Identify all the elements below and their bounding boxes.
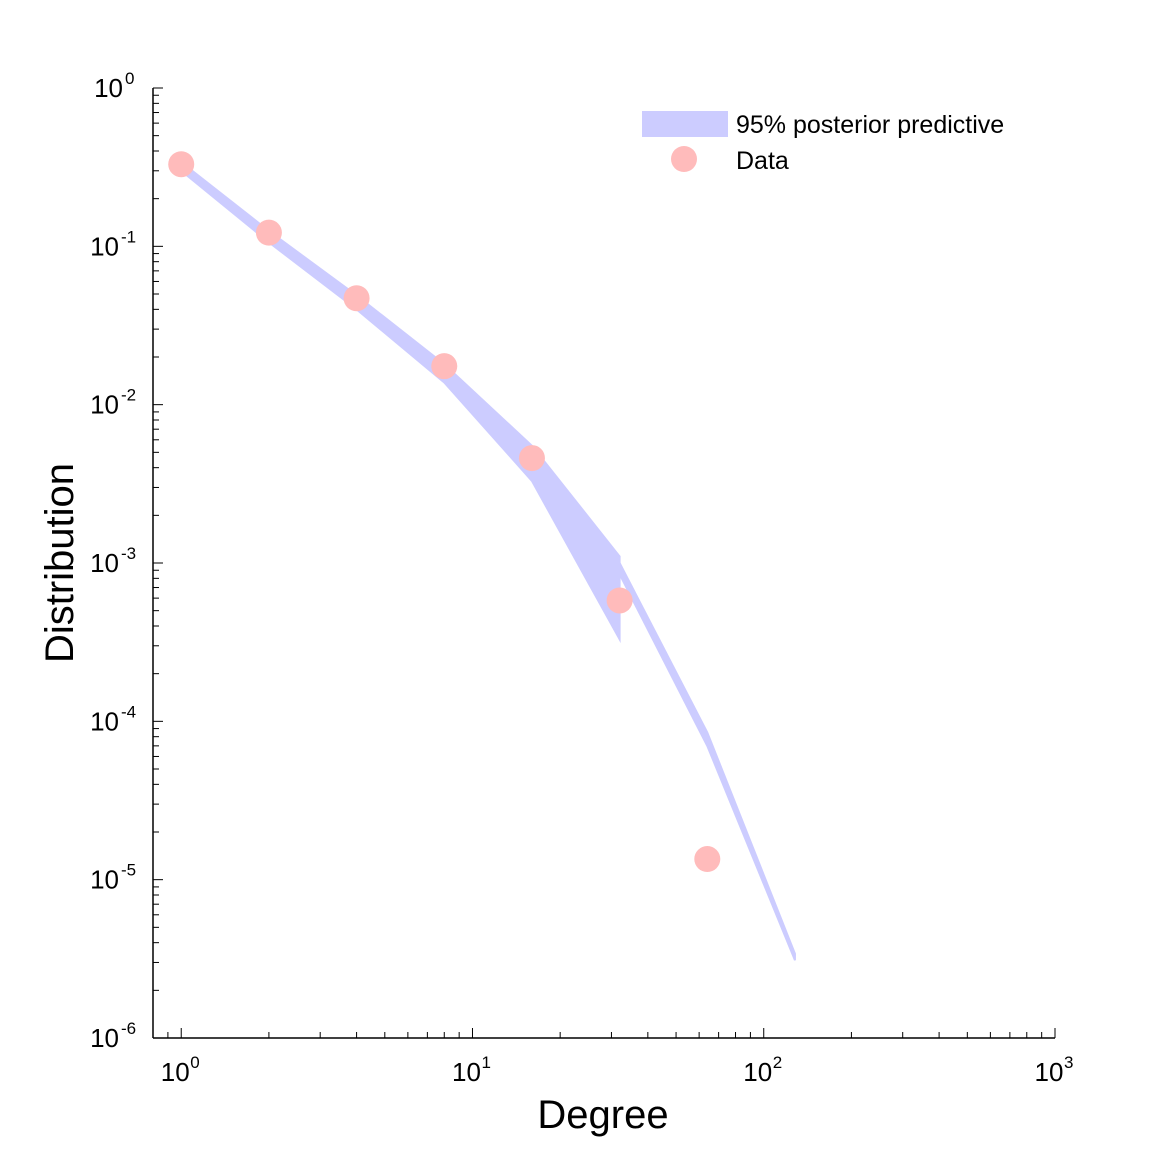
data-point: [518, 445, 545, 472]
band-segment-2: [618, 562, 796, 961]
y-tick-exponent: -1: [121, 227, 136, 246]
legend-data-label: Data: [736, 147, 789, 175]
y-tick-label: 10 -2: [90, 386, 136, 420]
y-tick-base: 10: [94, 73, 123, 103]
y-tick-label: 10 -6: [90, 1019, 136, 1053]
data-point: [606, 587, 633, 614]
y-tick-label: 10 0: [94, 69, 134, 103]
data-point: [343, 285, 370, 312]
y-tick-exponent: -5: [121, 861, 136, 880]
x-tick-base: 10: [161, 1057, 190, 1087]
data-point: [255, 219, 282, 246]
data-point: [694, 846, 721, 873]
y-tick-exponent: -4: [121, 702, 136, 721]
x-axis-title: Degree: [537, 1093, 668, 1137]
y-tick-base: 10: [90, 865, 119, 895]
y-tick-label: 10 -4: [90, 702, 136, 736]
x-axis-ticks: 10 0 10 1 10 2 10 3: [152, 1028, 1074, 1087]
posterior-predictive-band: [180, 160, 796, 961]
x-tick-exponent: 3: [1064, 1053, 1073, 1072]
x-tick-label: 10 3: [1035, 1053, 1074, 1087]
legend: 95% posterior predictive Data: [642, 111, 1004, 175]
y-tick-exponent: -3: [121, 544, 136, 563]
x-tick-base: 10: [1035, 1057, 1064, 1087]
x-tick-exponent: 1: [481, 1053, 490, 1072]
x-tick-label: 10 2: [743, 1053, 782, 1087]
y-tick-label: 10 -5: [90, 861, 136, 895]
legend-band-label: 95% posterior predictive: [736, 111, 1004, 139]
y-tick-base: 10: [90, 231, 119, 261]
legend-data-marker: [671, 146, 697, 172]
x-tick-base: 10: [452, 1057, 481, 1087]
y-tick-exponent: -2: [121, 386, 136, 405]
data-point: [168, 151, 195, 178]
y-tick-base: 10: [90, 706, 119, 736]
y-tick-base: 10: [90, 548, 119, 578]
band-segment-1: [180, 160, 621, 644]
x-tick-exponent: 0: [190, 1053, 199, 1072]
y-tick-label: 10 -3: [90, 544, 136, 578]
x-tick-exponent: 2: [773, 1053, 782, 1072]
y-tick-base: 10: [90, 1023, 119, 1053]
x-tick-label: 10 0: [161, 1053, 200, 1087]
x-tick-label: 10 1: [452, 1053, 491, 1087]
y-axis-title: Distribution: [38, 463, 82, 663]
data-point: [431, 353, 458, 380]
y-tick-exponent: -6: [121, 1019, 136, 1038]
data-points: [168, 151, 721, 873]
legend-band-swatch: [642, 111, 728, 137]
y-tick-exponent: 0: [125, 69, 134, 88]
y-tick-base: 10: [90, 390, 119, 420]
y-tick-label: 10 -1: [90, 227, 136, 261]
x-tick-base: 10: [743, 1057, 772, 1087]
